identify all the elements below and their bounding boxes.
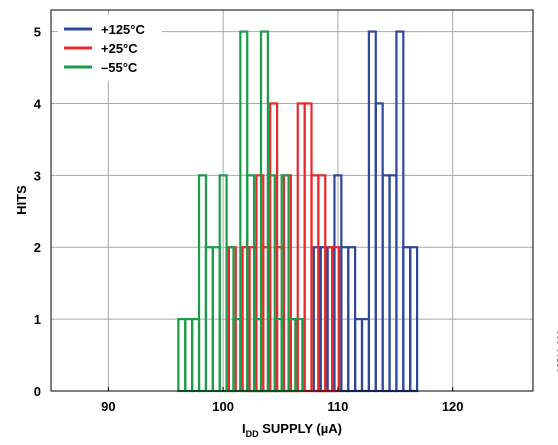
y-tick-label-4: 4 <box>34 96 42 111</box>
x-axis-ticks: 90 100 110 120 <box>101 387 464 414</box>
y-tick-label-1: 1 <box>34 312 41 327</box>
y-tick-label-3: 3 <box>34 168 41 183</box>
x-tick-label-100: 100 <box>212 399 234 414</box>
x-axis-label-rest: SUPPLY (µA) <box>259 421 342 436</box>
y-tick-label-5: 5 <box>34 25 41 40</box>
x-tick-label-110: 110 <box>327 399 348 414</box>
legend-label-3: –55°C <box>101 60 138 75</box>
plot-frame <box>50 9 534 392</box>
y-axis-ticks: 0 1 2 3 4 5 <box>34 25 42 399</box>
y-axis-label: HITS <box>14 185 29 215</box>
legend-label-1: +125°C <box>101 22 145 37</box>
x-tick-label-90: 90 <box>101 399 115 414</box>
x-axis-label-subscript: DD <box>246 429 259 439</box>
y-tick-label-0: 0 <box>34 384 41 399</box>
x-axis-label: IDD SUPPLY (µA) <box>242 421 342 439</box>
legend: +125°C +25°C –55°C <box>58 15 162 81</box>
x-axis-label-main: I <box>242 421 246 436</box>
x-tick-label-120: 120 <box>442 399 464 414</box>
legend-label-2: +25°C <box>101 41 138 56</box>
y-tick-label-2: 2 <box>34 240 41 255</box>
